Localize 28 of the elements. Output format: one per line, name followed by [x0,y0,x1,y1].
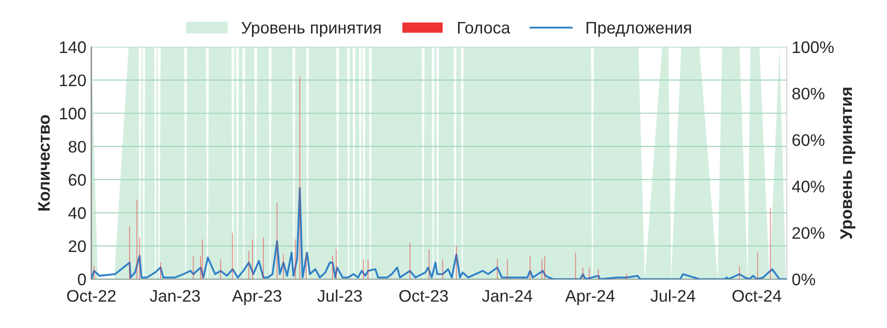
x-tick-label: Oct-23 [399,290,448,302]
x-tick-label: Jul-24 [650,290,696,302]
y2-tick-label: 80% [792,88,824,100]
x-tick-label: Jul-23 [317,290,362,302]
y2-tick-label: 60% [792,134,824,146]
y2-tick-label: 40% [792,180,824,192]
y-tick-label: 0 [78,274,86,286]
y-tick-label: 100 [60,108,86,120]
legend-label: Уровень принятия [242,22,381,37]
x-tick-label: Jan-24 [482,290,532,302]
y-axis-title: Количество [38,115,50,210]
x-tick-label: Apr-23 [232,290,282,306]
y-tick-label: 60 [68,174,86,186]
x-tick-label: Oct-24 [732,290,782,302]
x-tick-label: Apr-24 [565,290,615,306]
legend-label: Голоса [458,22,510,34]
y2-tick-label: 20% [792,227,824,239]
y2-tick-label: 100% [792,41,834,54]
x-tick-label: Jan-23 [150,290,200,302]
legend-label: Предложения [586,22,691,37]
y2-axis-title: Уровень принятия [840,88,856,240]
y-tick-label: 20 [68,240,86,252]
y-tick-label: 120 [60,74,86,86]
y-tick-label: 140 [60,41,86,54]
y-tick-label: 80 [68,140,86,153]
y2-tick-label: 0% [792,274,816,286]
y-tick-label: 40 [68,207,86,219]
x-tick-label: Oct-22 [67,290,116,302]
